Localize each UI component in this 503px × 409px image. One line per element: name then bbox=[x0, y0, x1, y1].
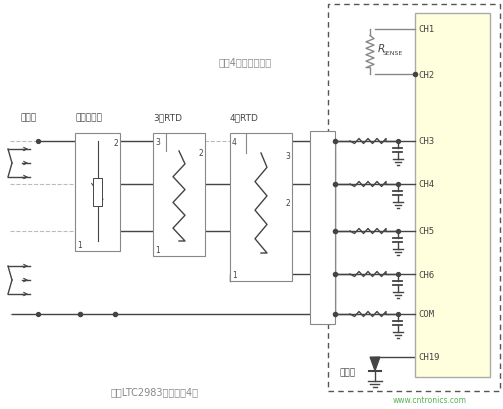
Text: CH4: CH4 bbox=[418, 180, 434, 189]
Text: CH2: CH2 bbox=[418, 70, 434, 79]
Text: CH1: CH1 bbox=[418, 25, 434, 34]
Text: CH19: CH19 bbox=[418, 353, 440, 362]
Text: 1: 1 bbox=[232, 270, 237, 279]
Bar bbox=[93, 179, 102, 207]
Bar bbox=[328, 5, 500, 391]
Text: 每个LTC2983连接多达4组: 每个LTC2983连接多达4组 bbox=[111, 386, 199, 396]
Text: CH3: CH3 bbox=[418, 137, 434, 146]
Text: 热电偶: 热电偶 bbox=[20, 113, 36, 122]
Bar bbox=[415, 14, 490, 377]
Text: 热敏电阵器: 热敏电阵器 bbox=[75, 113, 102, 122]
Bar bbox=[310, 132, 335, 324]
Bar bbox=[75, 134, 120, 252]
Polygon shape bbox=[370, 357, 380, 371]
Text: CH5: CH5 bbox=[418, 227, 434, 236]
Bar bbox=[153, 134, 205, 256]
Text: 2: 2 bbox=[285, 198, 290, 207]
Text: 2: 2 bbox=[113, 139, 118, 148]
Text: CH6: CH6 bbox=[418, 270, 434, 279]
Text: 2: 2 bbox=[198, 148, 203, 157]
Text: 1: 1 bbox=[155, 245, 160, 254]
Text: www.cntronics.com: www.cntronics.com bbox=[393, 395, 467, 404]
Bar bbox=[230, 134, 292, 281]
Text: 4: 4 bbox=[232, 138, 237, 147]
Text: $R$: $R$ bbox=[377, 43, 385, 54]
Text: 3: 3 bbox=[285, 152, 290, 161]
Text: 1: 1 bbox=[77, 240, 82, 249]
Text: 3: 3 bbox=[155, 138, 160, 147]
Text: COM: COM bbox=[418, 310, 434, 319]
Text: SENSE: SENSE bbox=[383, 51, 403, 56]
Text: 4线RTD: 4线RTD bbox=[230, 113, 259, 122]
Text: 冷接点: 冷接点 bbox=[340, 368, 356, 377]
Text: 3线RTD: 3线RTD bbox=[153, 113, 182, 122]
Text: 所有4组传感器共用: 所有4组传感器共用 bbox=[218, 57, 272, 67]
